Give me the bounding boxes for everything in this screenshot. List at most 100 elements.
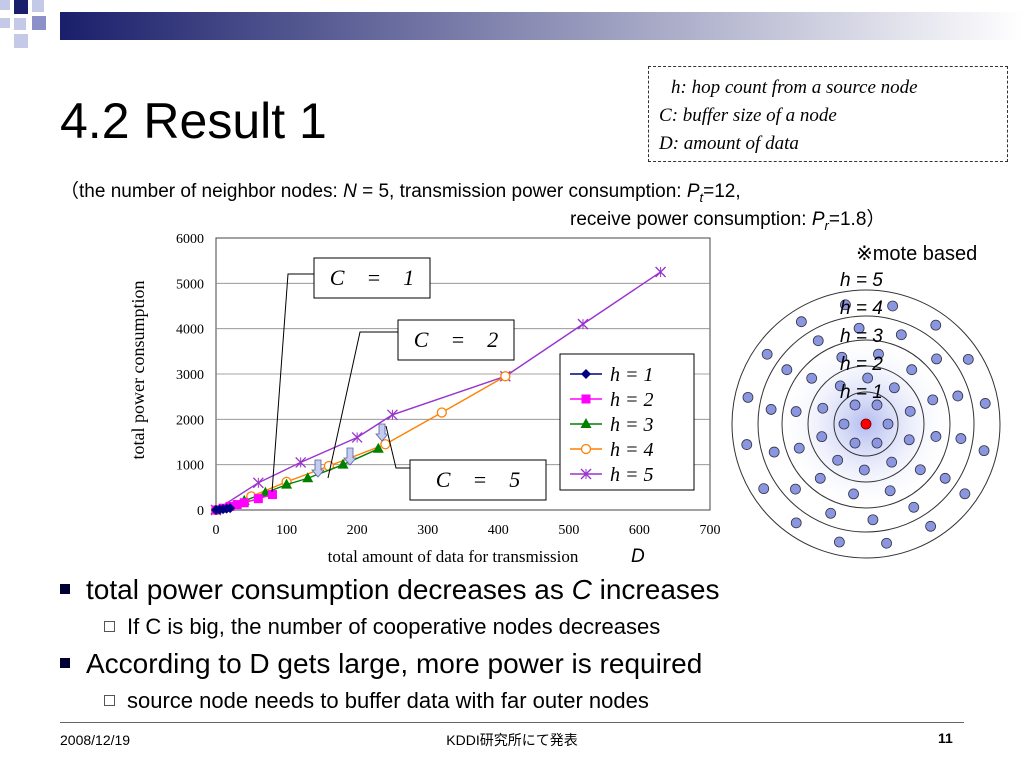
sensor-node	[862, 372, 874, 384]
data-point	[581, 394, 591, 404]
sensor-node	[790, 406, 802, 417]
ring-label: h = 4	[840, 298, 883, 319]
sensor-node	[887, 300, 899, 312]
corner-decoration	[0, 0, 46, 48]
footer-divider	[60, 722, 964, 723]
sensor-node	[812, 335, 824, 347]
network-diagram: ※mote based h = 5 h = 4 h = 3 h = 2 h = 1	[731, 243, 1001, 559]
sensor-node	[871, 399, 883, 411]
sensor-node	[832, 454, 844, 466]
annotation-box	[313, 257, 431, 299]
data-point	[253, 494, 263, 504]
hop-ring	[781, 339, 951, 509]
sensor-node	[888, 382, 900, 394]
definition-h: h: hop count from a source node	[671, 77, 918, 98]
y-tick-label: 3000	[176, 368, 204, 383]
sensor-node	[761, 348, 773, 360]
params-line-2: receive power consumption: Pr=1.8）	[570, 209, 886, 233]
sensor-node	[742, 391, 754, 403]
annotation-leader	[271, 273, 314, 493]
data-point	[281, 478, 293, 489]
ring-label: h = 3	[840, 326, 883, 347]
y-tick-label: 2000	[176, 413, 204, 428]
sensor-node	[765, 404, 777, 415]
annotation-label: C = 1	[330, 265, 415, 290]
legend-label: h = 2	[610, 389, 654, 411]
bullet-hollow-square-icon	[104, 620, 115, 632]
x-tick-label: 100	[276, 523, 297, 538]
ring-label: h = 1	[840, 382, 883, 403]
sensor-node	[781, 364, 793, 376]
definition-c: C: buffer size of a node	[659, 105, 837, 126]
y-tick-label: 1000	[176, 459, 204, 474]
legend-label: h = 1	[610, 364, 654, 386]
annotation-label: C = 5	[436, 467, 521, 492]
data-point	[580, 418, 592, 428]
page-number: 11	[938, 730, 953, 746]
sensor-node	[848, 488, 859, 500]
params-line-1: （the number of neighbor nodes: N = 5, tr…	[60, 181, 741, 205]
sensor-node	[814, 472, 826, 484]
sensor-node	[904, 405, 916, 417]
data-point	[436, 407, 447, 418]
annotation-label: C = 2	[414, 327, 499, 352]
sensor-node	[816, 431, 828, 443]
x-tick-label: 200	[347, 523, 368, 538]
hop-ring	[731, 289, 1001, 559]
sensor-node	[858, 464, 870, 476]
x-tick-label: 0	[213, 523, 220, 538]
sensor-node	[741, 439, 753, 450]
bullet-2: According to D gets large, more power is…	[60, 648, 702, 680]
sensor-node	[806, 372, 818, 384]
ring-label: h = 2	[840, 354, 883, 375]
sensor-node	[908, 501, 920, 513]
power-chart: 0 1000 2000 3000 4000 5000 6000 0 100 200 300 400 50…	[128, 232, 721, 567]
sensor-node	[833, 536, 845, 548]
arrow-down-icon	[375, 423, 389, 442]
hop-ring	[833, 391, 899, 457]
y-axis-label: total power consumption	[128, 281, 148, 460]
bullet-1-sub: If C is big, the number of cooperative n…	[104, 614, 660, 640]
sensor-node	[978, 445, 990, 457]
data-point	[302, 472, 314, 483]
sensor-node	[906, 364, 918, 376]
sensor-node	[825, 507, 837, 519]
chart-legend: h = 1 h = 2 h = 3 h = 4 h = 5	[559, 353, 695, 491]
ring-label: h = 5	[840, 270, 883, 291]
sensor-node	[962, 353, 974, 365]
bullet-square-icon	[60, 657, 70, 668]
series-h1	[211, 503, 236, 515]
data-point	[581, 369, 591, 379]
x-tick-label: 400	[488, 523, 509, 538]
sensor-node	[886, 456, 898, 468]
sensor-node	[867, 514, 879, 526]
bullet-1: total power consumption decreases as C i…	[60, 574, 719, 606]
annotation-leader	[385, 425, 410, 469]
sensor-node	[836, 351, 848, 363]
data-point	[267, 490, 277, 500]
x-axis-symbol: D	[631, 546, 645, 567]
x-tick-label: 300	[417, 523, 438, 538]
annotation-leader	[327, 331, 398, 479]
sensor-node	[768, 446, 780, 458]
sensor-node	[931, 353, 942, 365]
bullet-2-sub: source node needs to buffer data with fa…	[104, 688, 649, 714]
sensor-node	[884, 485, 896, 497]
arrow-down-icon	[311, 459, 325, 478]
sensor-node	[979, 398, 991, 409]
sensor-node	[955, 433, 967, 444]
sensor-node	[849, 399, 861, 411]
sensor-node	[895, 329, 907, 341]
mote-note: ※mote based	[856, 243, 977, 265]
data-point	[225, 503, 236, 514]
sensor-node	[838, 418, 850, 430]
bullet-square-icon	[60, 583, 70, 594]
sensor-node	[758, 483, 770, 495]
sensor-node	[795, 316, 807, 328]
header-bar	[60, 12, 1024, 40]
sensor-node	[882, 418, 894, 430]
source-node	[860, 418, 872, 430]
sensor-node	[873, 348, 884, 360]
sensor-node	[930, 319, 942, 331]
y-tick-label: 6000	[176, 232, 204, 247]
